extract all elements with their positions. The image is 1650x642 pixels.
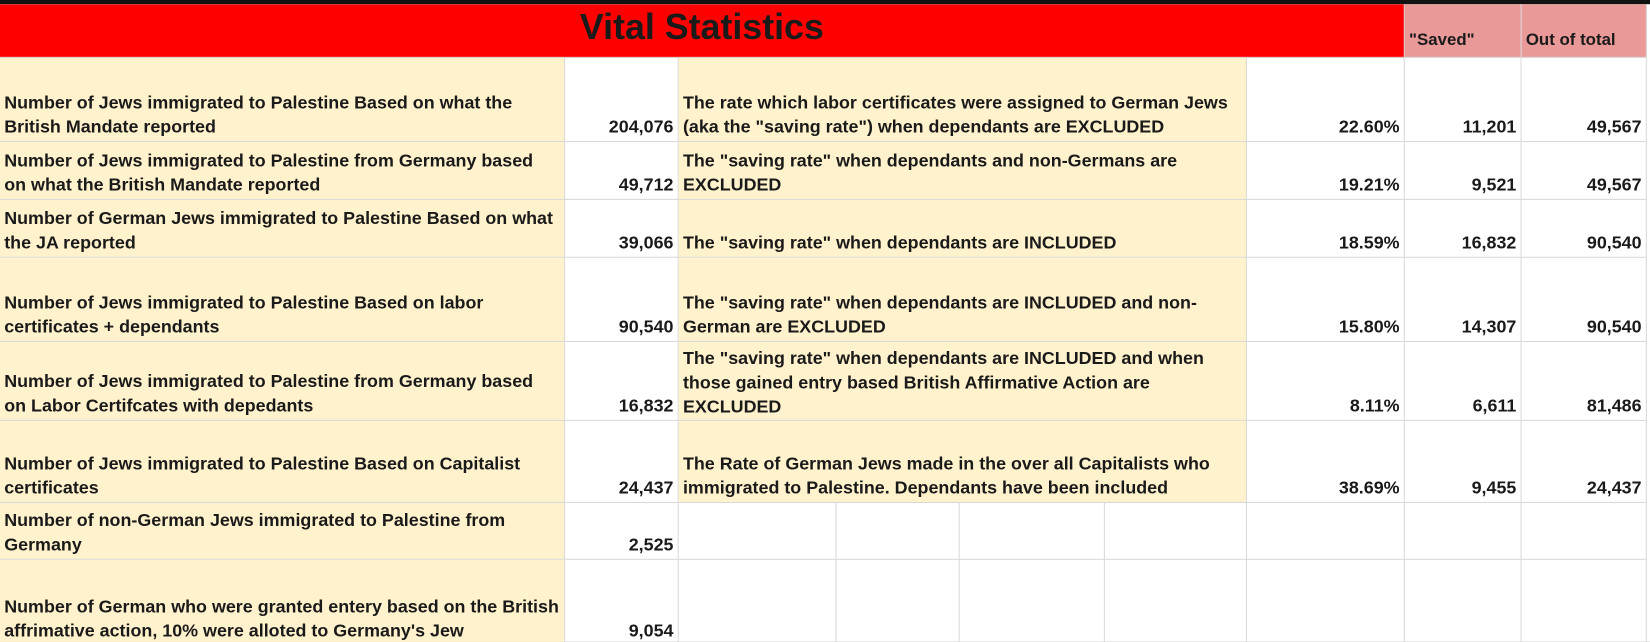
- row-description: The rate which labor certificates were a…: [678, 57, 1247, 143]
- row-number: 39,066: [565, 199, 679, 258]
- rate: 18.59%: [1246, 199, 1405, 258]
- row-label: Number of Jews immigrated to Palestine B…: [0, 420, 566, 503]
- total: 49,567: [1521, 57, 1647, 143]
- saved: 14,307: [1404, 257, 1522, 342]
- total: 90,540: [1521, 199, 1647, 258]
- empty-cell: [837, 559, 960, 642]
- empty-cell: [1105, 559, 1247, 642]
- saved: 16,832: [1404, 199, 1522, 258]
- empty-cell: [679, 559, 837, 642]
- rate: 8.11%: [1246, 341, 1405, 421]
- total: 49,567: [1521, 142, 1647, 200]
- rate: 38.69%: [1246, 420, 1405, 503]
- rate: 15.80%: [1246, 257, 1405, 342]
- total: 90,540: [1521, 257, 1647, 342]
- saved: 9,455: [1404, 420, 1522, 503]
- row-label: Number of Jews immigrated to Palestine B…: [0, 57, 566, 143]
- row-description: The "saving rate" when dependants are IN…: [678, 257, 1247, 342]
- row-description: The "saving rate" when dependants and no…: [678, 142, 1247, 200]
- empty-cell: [678, 502, 837, 560]
- saved: 6,611: [1404, 341, 1522, 421]
- row-label: Number of Jews immigrated to Palestine B…: [0, 257, 566, 342]
- empty-cell: [1246, 502, 1405, 560]
- title-cell: Vital Statistics: [0, 4, 1405, 58]
- saved-header: "Saved": [1404, 4, 1522, 58]
- row-label: Number of non-German Jews immigrated to …: [0, 502, 566, 560]
- row-number: 90,540: [565, 257, 679, 342]
- empty-cell: [1522, 559, 1647, 642]
- total-header: Out of total: [1521, 4, 1647, 58]
- row-number: 9,054: [565, 559, 679, 642]
- row-number: 204,076: [565, 57, 679, 143]
- row-description: The "saving rate" when dependants are IN…: [678, 199, 1247, 258]
- empty-cell: [1405, 559, 1522, 642]
- empty-cell: [1404, 502, 1522, 560]
- row-number: 2,525: [565, 502, 679, 560]
- saved: 9,521: [1404, 142, 1522, 200]
- row-description: The "saving rate" when dependants are IN…: [678, 341, 1247, 421]
- rate: 19.21%: [1246, 142, 1405, 200]
- row-label: Number of German who were granted entery…: [0, 559, 566, 642]
- row-number: 24,437: [565, 420, 679, 503]
- row-number: 16,832: [565, 341, 679, 421]
- rate: 22.60%: [1246, 57, 1405, 143]
- row-label: Number of German Jews immigrated to Pale…: [0, 199, 566, 258]
- empty-cell: [960, 559, 1105, 642]
- empty-cell: [1104, 502, 1247, 560]
- row-label: Number of Jews immigrated to Palestine f…: [0, 341, 566, 421]
- empty-cell: [1521, 502, 1647, 560]
- total: 24,437: [1521, 420, 1647, 503]
- total: 81,486: [1521, 341, 1647, 421]
- row-description: The Rate of German Jews made in the over…: [678, 420, 1247, 503]
- saved: 11,201: [1404, 57, 1522, 143]
- row-label: Number of Jews immigrated to Palestine f…: [0, 142, 566, 200]
- row-number: 49,712: [565, 142, 679, 200]
- empty-cell: [1247, 559, 1405, 642]
- empty-cell: [836, 502, 960, 560]
- empty-cell: [959, 502, 1105, 560]
